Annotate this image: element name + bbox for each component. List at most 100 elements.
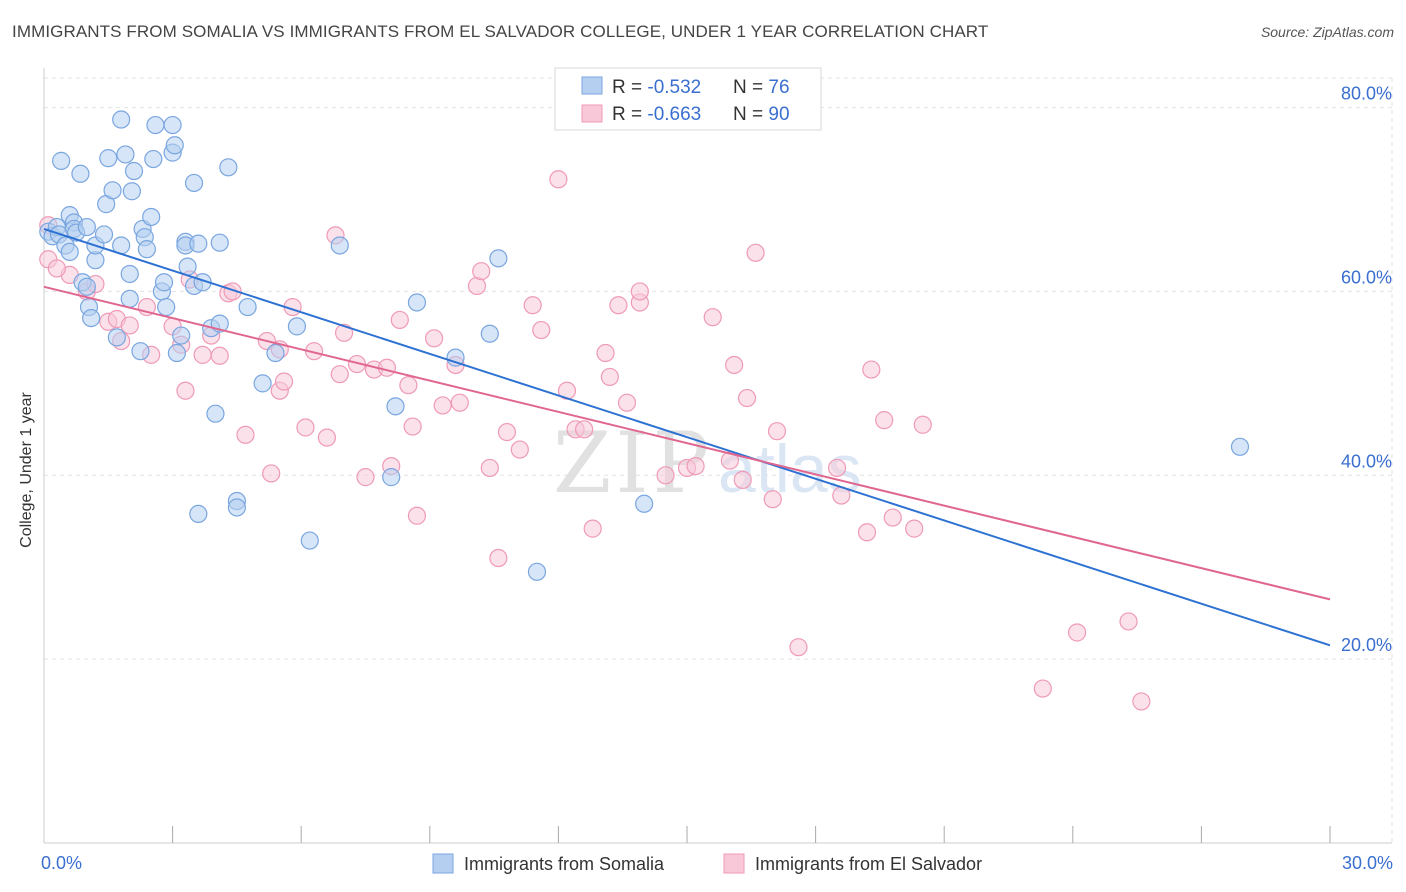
- legend-elsalvador-n-label: N =: [733, 104, 768, 125]
- watermark: ZIP atlas: [553, 414, 862, 512]
- y-tick-label: 20.0%: [1341, 635, 1392, 655]
- point-somalia: [163, 115, 182, 135]
- point-somalia: [77, 277, 96, 296]
- point-el-salvador: [703, 308, 722, 327]
- point-el-salvador: [596, 343, 615, 363]
- svg-text:R = -0.532: R = -0.532: [612, 77, 701, 98]
- point-el-salvador: [883, 508, 902, 527]
- trend-line-el-salvador: [43, 285, 1331, 601]
- point-el-salvador: [356, 468, 375, 487]
- point-el-salvador: [656, 466, 675, 485]
- point-el-salvador: [746, 243, 765, 262]
- point-somalia: [266, 343, 285, 363]
- point-el-salvador: [600, 367, 619, 387]
- point-somalia: [446, 348, 465, 367]
- svg-text:R = -0.663: R = -0.663: [612, 104, 701, 125]
- point-somalia: [382, 468, 401, 487]
- point-el-salvador: [317, 428, 337, 447]
- y-tick-label: 40.0%: [1341, 451, 1392, 471]
- point-el-salvador: [403, 417, 422, 436]
- point-somalia: [172, 326, 191, 345]
- legend-elsalvador-n-value: 90: [768, 104, 789, 125]
- point-somalia: [77, 217, 96, 237]
- legend-elsalvador-r-label: R =: [612, 104, 647, 125]
- point-el-salvador: [47, 259, 66, 278]
- point-el-salvador: [223, 282, 242, 301]
- point-somalia: [120, 264, 139, 284]
- point-el-salvador: [737, 388, 757, 408]
- tick-labels: 20.0% 40.0% 60.0% 80.0% 0.0% 30.0%: [41, 84, 1393, 873]
- point-el-salvador: [575, 420, 594, 439]
- point-el-salvador: [407, 506, 427, 525]
- trend-line-somalia: [43, 227, 1331, 647]
- point-somalia: [157, 297, 176, 317]
- point-somalia: [107, 328, 126, 347]
- point-el-salvador: [862, 360, 881, 379]
- point-somalia: [112, 110, 131, 129]
- point-el-salvador: [480, 458, 499, 478]
- point-somalia: [142, 207, 161, 227]
- point-el-salvador: [262, 464, 281, 483]
- point-somalia: [287, 317, 307, 336]
- point-el-salvador: [399, 376, 418, 395]
- point-somalia: [60, 242, 79, 262]
- point-el-salvador: [210, 346, 229, 365]
- y-tick-label: 80.0%: [1341, 84, 1392, 104]
- point-el-salvador: [296, 418, 315, 437]
- point-somalia: [131, 342, 150, 361]
- point-somalia: [120, 289, 139, 308]
- legend-bottom-elsalvador-label: Immigrants from El Salvador: [755, 854, 982, 874]
- point-el-salvador: [857, 523, 877, 542]
- point-el-salvador: [875, 411, 894, 430]
- point-el-salvador: [827, 458, 847, 478]
- point-el-salvador: [733, 470, 752, 489]
- point-somalia: [167, 343, 186, 363]
- legend-somalia-n-value: 76: [768, 77, 789, 98]
- point-somalia: [300, 531, 319, 550]
- point-somalia: [165, 136, 184, 155]
- legend-somalia-r-label: R =: [612, 77, 647, 98]
- point-somalia: [71, 164, 90, 183]
- axes: [43, 68, 1392, 844]
- point-el-salvador: [763, 490, 782, 509]
- point-el-salvador: [686, 456, 705, 476]
- source-credit: Source: ZipAtlas.com: [1260, 24, 1394, 40]
- point-somalia: [137, 240, 156, 259]
- point-el-salvador: [433, 396, 452, 415]
- point-el-salvador: [330, 365, 349, 384]
- point-somalia: [206, 404, 225, 423]
- point-el-salvador: [450, 393, 469, 412]
- point-el-salvador: [274, 372, 294, 391]
- point-el-salvador: [1067, 623, 1087, 642]
- legend-elsalvador-r-value: -0.663: [647, 104, 701, 125]
- point-somalia: [124, 161, 144, 181]
- series-somalia-points: [39, 110, 1250, 581]
- legend-top: R = -0.532 N = 76 R = -0.663 N = 90: [554, 67, 822, 131]
- legend-somalia-n-label: N =: [733, 77, 768, 98]
- point-somalia: [480, 324, 499, 343]
- point-somalia: [238, 297, 257, 317]
- legend-bottom-somalia-swatch: [432, 853, 454, 874]
- series-el-salvador-points: [39, 170, 1151, 711]
- svg-text:N = 76: N = 76: [733, 77, 790, 98]
- point-somalia: [227, 498, 246, 517]
- point-el-salvador: [390, 310, 409, 330]
- legend-elsalvador-swatch: [581, 104, 603, 123]
- point-somalia: [116, 145, 135, 164]
- point-el-salvador: [913, 415, 932, 434]
- point-el-salvador: [767, 422, 787, 441]
- point-somalia: [407, 293, 427, 312]
- point-el-salvador: [720, 451, 739, 470]
- point-somalia: [635, 494, 654, 513]
- point-somalia: [386, 397, 405, 416]
- y-tick-label: 60.0%: [1341, 267, 1392, 287]
- legend-somalia-swatch: [581, 76, 603, 95]
- point-el-salvador: [549, 170, 568, 189]
- point-somalia: [189, 234, 208, 253]
- point-el-salvador: [176, 381, 195, 400]
- point-somalia: [99, 149, 118, 168]
- trend-lines: [43, 227, 1331, 647]
- legend-bottom: Immigrants from Somalia Immigrants from …: [432, 853, 982, 874]
- point-somalia: [94, 225, 114, 244]
